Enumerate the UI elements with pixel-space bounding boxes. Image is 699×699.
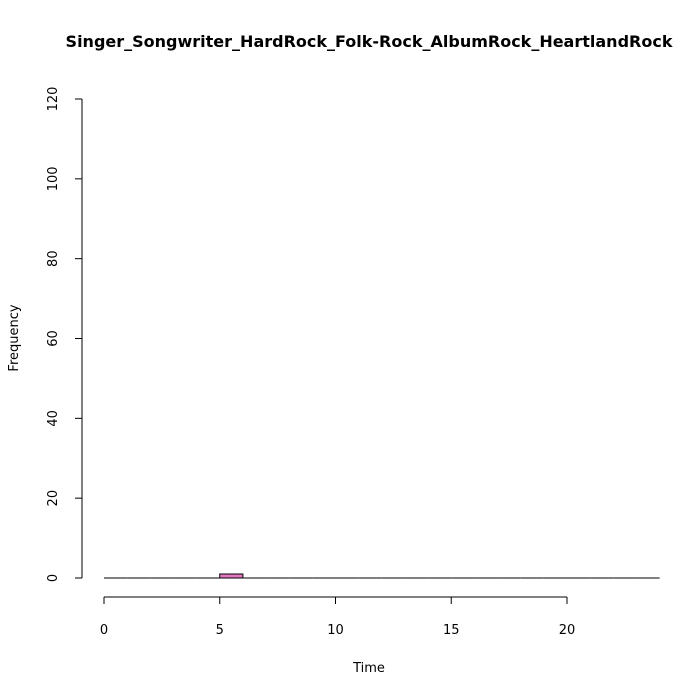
x-tick-label: 10 — [327, 623, 344, 638]
x-axis-label: Time — [352, 661, 385, 676]
x-axis: 0 5 10 15 20 — [100, 596, 576, 638]
y-axis: 0 20 40 60 80 100 120 — [46, 87, 83, 582]
histogram-bar — [219, 573, 244, 579]
y-tick-label: 120 — [46, 87, 61, 112]
x-tick-label: 15 — [443, 623, 460, 638]
y-axis-label: Frequency — [7, 304, 22, 371]
chart-title: Singer_Songwriter_HardRock_Folk-Rock_Alb… — [66, 32, 673, 51]
y-tick-label: 100 — [46, 166, 61, 191]
y-tick-label: 20 — [46, 490, 61, 507]
histogram-bars — [104, 573, 660, 579]
y-tick-label: 60 — [46, 330, 61, 347]
y-tick-label: 40 — [46, 410, 61, 427]
y-tick-label: 80 — [46, 250, 61, 267]
x-tick-label: 20 — [559, 623, 576, 638]
y-tick-label: 0 — [46, 574, 61, 582]
x-tick-label: 5 — [216, 623, 224, 638]
x-tick-label: 0 — [100, 623, 108, 638]
